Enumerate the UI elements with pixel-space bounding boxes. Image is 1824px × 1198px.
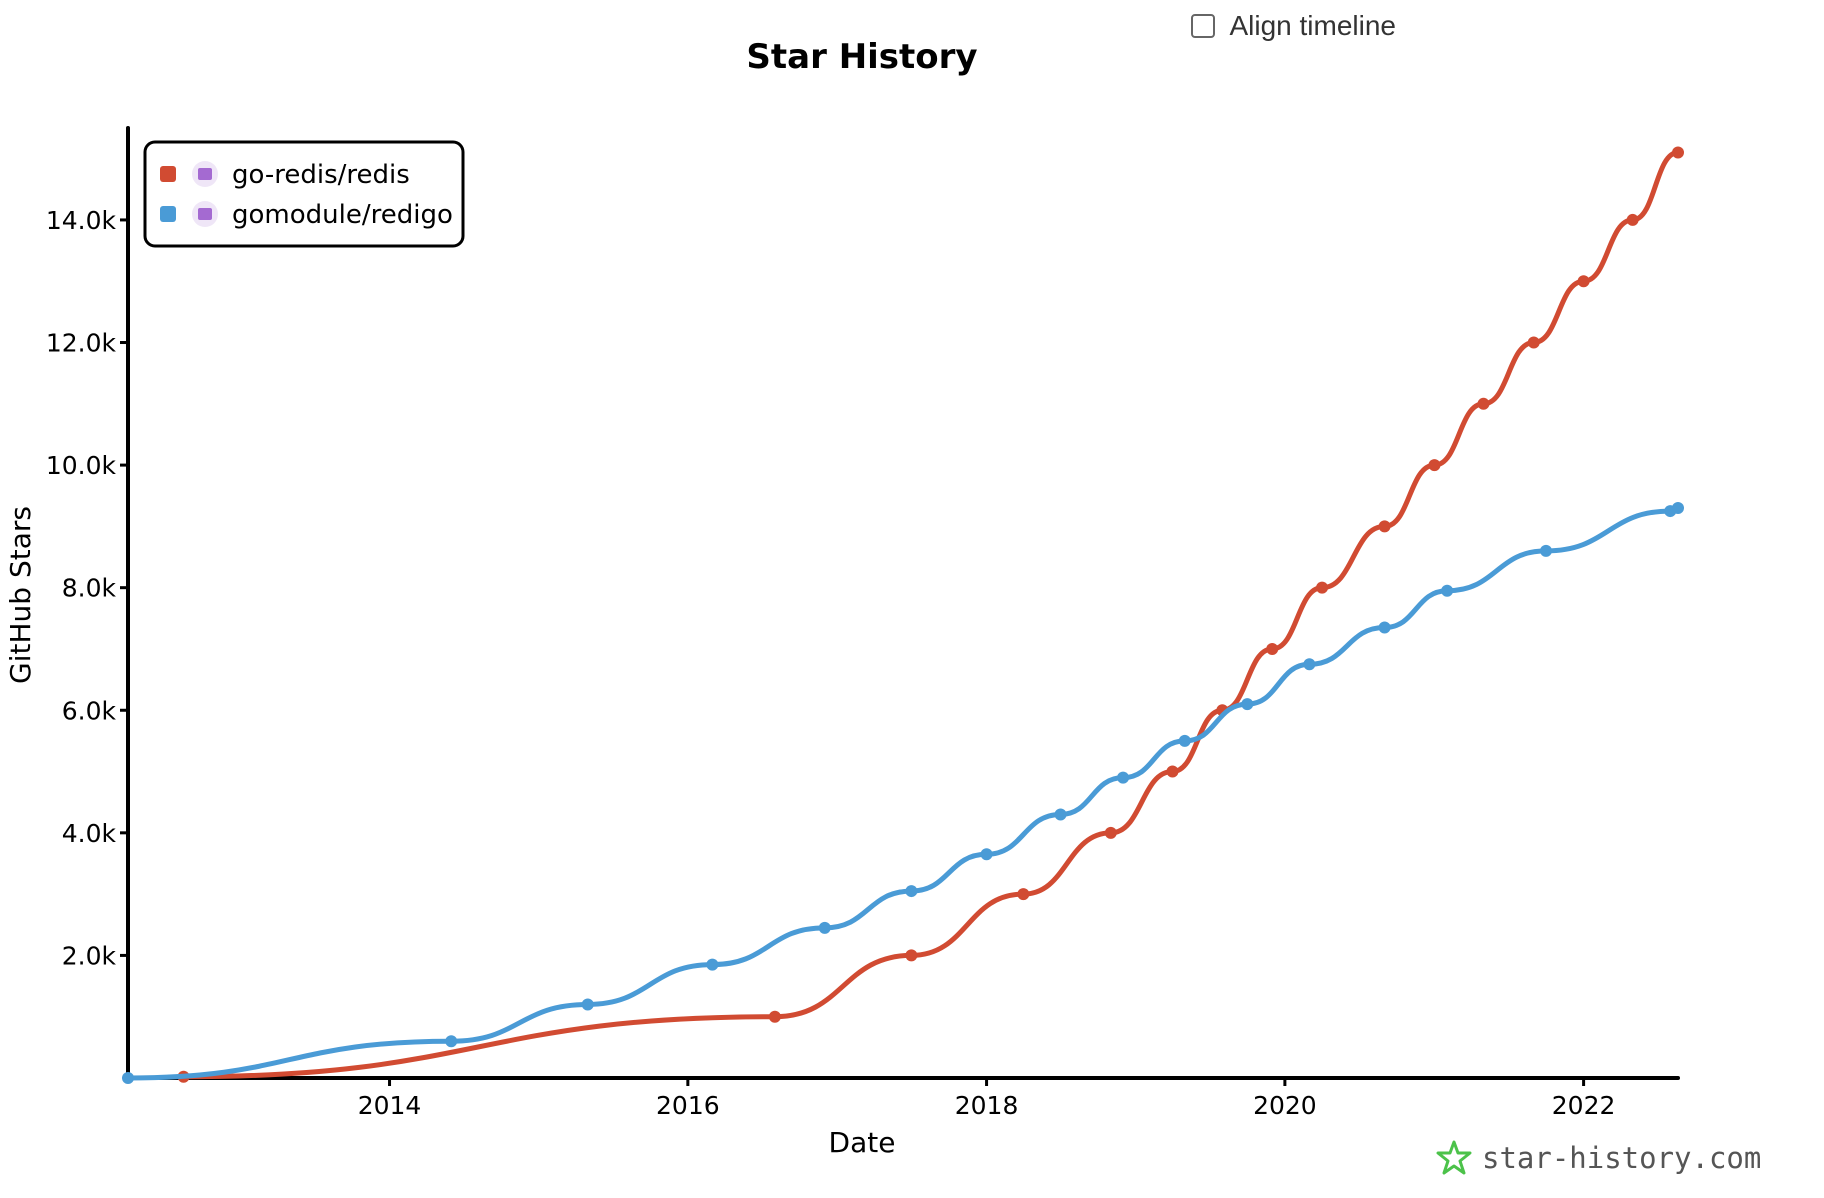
x-tick-label: 2014 [358,1091,422,1120]
data-point[interactable] [122,1072,134,1084]
data-point[interactable] [445,1035,458,1048]
data-point[interactable] [818,921,831,934]
x-tick-label: 2022 [1552,1091,1616,1120]
data-point[interactable] [1017,888,1030,901]
watermark-text: star-history.com [1482,1141,1762,1175]
data-point[interactable] [905,949,918,962]
y-tick-label: 14.0k [46,206,117,235]
data-point[interactable] [1577,275,1590,288]
data-point[interactable] [1477,397,1490,410]
data-point[interactable] [1428,459,1441,472]
data-point[interactable] [1166,765,1179,778]
legend-swatch [160,166,176,182]
x-tick-label: 2018 [955,1091,1019,1120]
legend-label: go-redis/redis [232,160,410,190]
y-tick-label: 6.0k [62,696,117,725]
star-history-watermark[interactable]: star-history.com [1436,1140,1761,1176]
x-axis-title: Date [829,1126,896,1159]
align-timeline-label: Align timeline [1229,10,1396,41]
legend-swatch [160,206,176,222]
series-line-0 [181,150,1681,1080]
y-tick-label: 10.0k [46,451,117,480]
data-point[interactable] [1117,771,1130,784]
data-point[interactable] [1266,642,1279,655]
y-tick-label: 8.0k [62,574,117,603]
data-point[interactable] [1672,502,1684,514]
y-tick-label: 12.0k [46,329,117,358]
data-point[interactable] [1527,336,1540,349]
data-point[interactable] [980,848,993,861]
star-icon [1436,1140,1472,1175]
align-timeline-checkbox[interactable] [1191,14,1216,38]
y-tick-label: 4.0k [62,819,117,848]
data-point[interactable] [1441,584,1454,597]
legend-box [143,140,465,248]
data-point[interactable] [581,998,594,1011]
data-point[interactable] [1303,658,1316,671]
x-tick-label: 2016 [656,1091,720,1120]
data-point[interactable] [905,885,918,898]
y-tick-label: 2.0k [62,941,117,970]
data-point[interactable] [1378,520,1391,533]
legend: go-redis/redis gomodule/redigo [143,140,465,248]
y-axis-title: GitHub Stars [4,506,37,684]
legend-label: gomodule/redigo [232,200,453,230]
chart-title: Star History [746,37,977,77]
data-point[interactable] [1178,734,1191,747]
x-tick-label: 2020 [1253,1091,1317,1120]
data-point[interactable] [1672,146,1684,159]
data-point[interactable] [768,1010,781,1023]
plot-area: 2.0k 4.0k 6.0k 8.0k 10.0k 12.0k 14.0k 2014 2016 2… [46,126,1684,1120]
data-point[interactable] [1054,808,1067,821]
avatar-icon [192,161,218,187]
align-timeline-toggle[interactable]: Align timeline [1191,10,1396,42]
data-point[interactable] [1626,213,1639,226]
data-point[interactable] [1241,698,1254,711]
data-point[interactable] [1540,544,1553,557]
data-point[interactable] [1378,621,1391,634]
avatar-icon [192,201,218,227]
data-point[interactable] [706,958,719,971]
data-point[interactable] [1316,581,1329,594]
data-point[interactable] [1104,826,1117,839]
